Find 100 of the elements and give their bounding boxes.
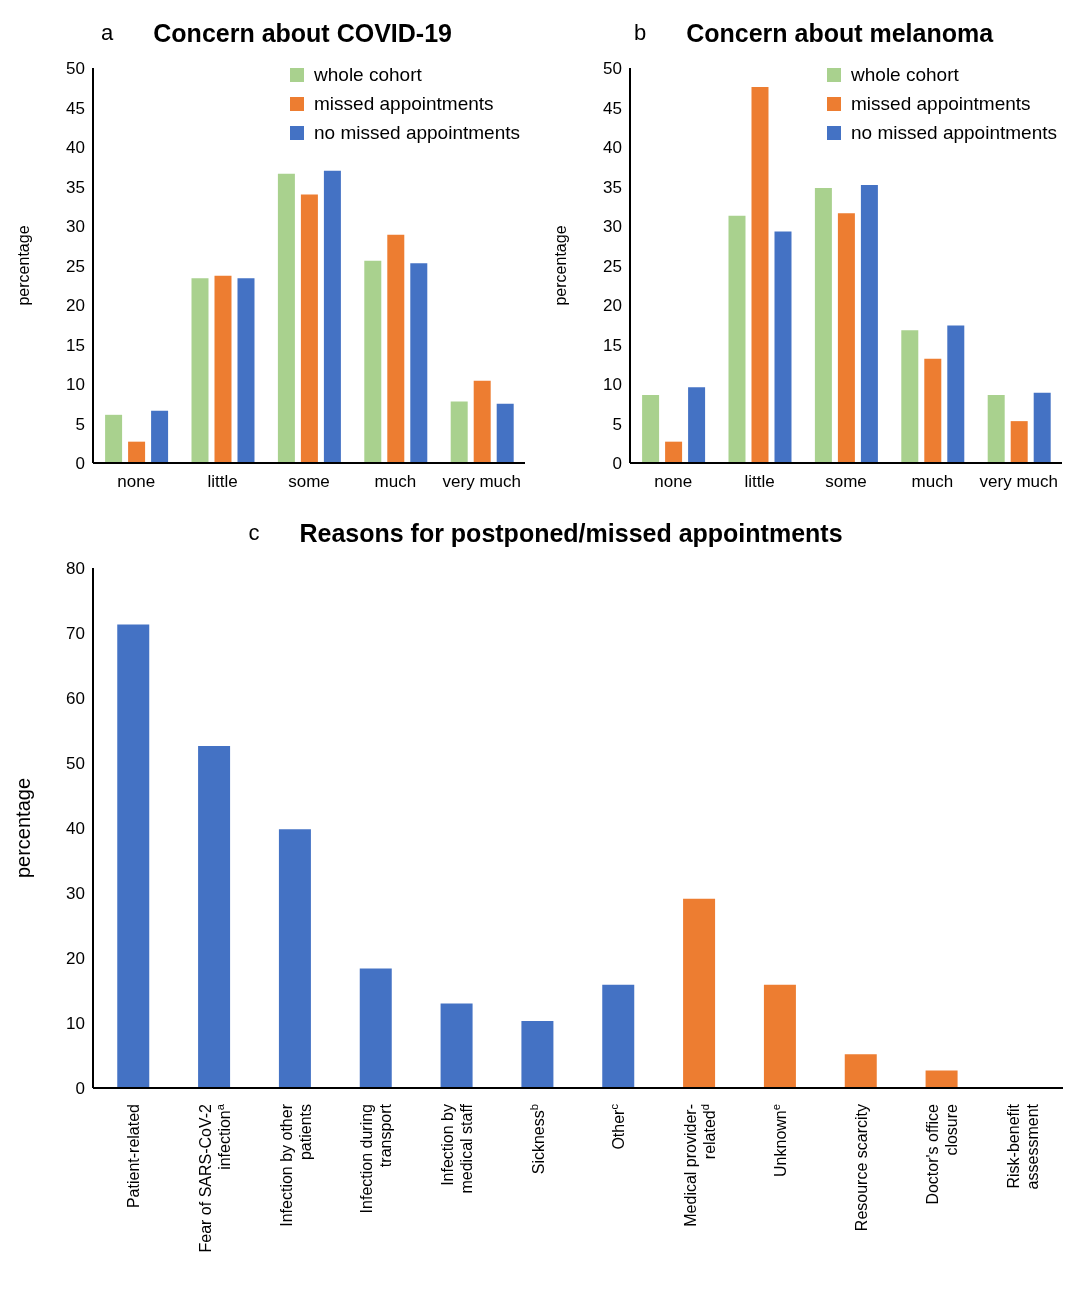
y-tick-label: 25 (66, 256, 85, 276)
chart-title: Reasons for postponed/missed appointments (299, 518, 843, 548)
y-tick-label: 30 (603, 217, 622, 237)
x-tick-label: some (825, 472, 867, 491)
bar (774, 231, 792, 463)
bar (521, 1021, 554, 1088)
bar (214, 275, 232, 463)
x-tick-label: Doctor's office closure (924, 1103, 961, 1205)
bar (987, 395, 1005, 463)
y-tick-label: 35 (603, 177, 622, 197)
bar (751, 86, 769, 463)
x-tick-label: little (207, 472, 238, 491)
y-tick-label: 45 (603, 98, 622, 118)
x-tick-label: Resource scarcity (852, 1104, 870, 1232)
bar (277, 173, 295, 463)
y-tick-label: 25 (603, 256, 622, 276)
bar (450, 401, 468, 463)
bar (105, 414, 123, 463)
bar (496, 403, 514, 463)
y-tick-label: 40 (603, 138, 622, 158)
bar (642, 395, 660, 463)
bar (473, 380, 491, 463)
y-tick-label: 50 (66, 754, 85, 774)
bar (688, 387, 706, 463)
y-tick-label: 80 (66, 559, 85, 579)
text: a (101, 20, 114, 46)
y-tick-label: 10 (66, 1014, 85, 1034)
bar (728, 215, 746, 463)
y-tick-label: 0 (75, 1079, 85, 1099)
bar (364, 260, 382, 463)
bar (387, 234, 405, 463)
bar (683, 898, 716, 1088)
bar (151, 410, 169, 463)
bar (602, 984, 635, 1088)
bar (1010, 421, 1028, 463)
y-tick-label: 20 (66, 296, 85, 316)
bar (359, 968, 392, 1088)
y-tick-label: 40 (66, 138, 85, 158)
y-tick-label: 10 (66, 375, 85, 395)
bar (924, 358, 942, 463)
x-tick-label: much (911, 472, 954, 491)
chart-title: Concern about melanoma (686, 18, 994, 48)
bar (128, 441, 146, 463)
x-tick-label: very much (979, 472, 1059, 491)
bar (323, 170, 341, 463)
x-tick-label: very much (442, 472, 522, 491)
bar (117, 624, 150, 1088)
y-tick-label: 5 (612, 414, 622, 434)
y-tick-label: 20 (66, 949, 85, 969)
bar (300, 194, 318, 463)
bar (844, 1054, 877, 1088)
bar (440, 1003, 473, 1088)
bar (191, 278, 209, 463)
y-tick-label: 5 (75, 414, 85, 434)
y-tick-label: 50 (66, 59, 85, 79)
bar (237, 278, 255, 463)
y-tick-label: 0 (75, 454, 85, 474)
y-tick-label: 45 (66, 98, 85, 118)
y-tick-label: 15 (603, 335, 622, 355)
y-tick-label: 30 (66, 884, 85, 904)
x-tick-label: much (374, 472, 417, 491)
y-tick-label: 30 (66, 217, 85, 237)
y-axis-title: percentage (14, 225, 32, 306)
legend-label: missed appointments (314, 92, 494, 116)
bar (925, 1070, 958, 1088)
x-tick-label: little (744, 472, 775, 491)
y-tick-label: 15 (66, 335, 85, 355)
legend-label: no missed appointments (851, 121, 1057, 145)
text: b (633, 20, 647, 46)
bar (860, 184, 878, 463)
bar (837, 213, 855, 463)
bar (763, 984, 796, 1088)
x-tick-label: Infection by other patients (277, 1103, 314, 1227)
bar (665, 441, 683, 463)
x-tick-label: some (288, 472, 330, 491)
text: c (248, 520, 260, 546)
bar (901, 330, 919, 463)
y-tick-label: 0 (612, 454, 622, 474)
legend-label: missed appointments (851, 92, 1031, 116)
bar (814, 188, 832, 463)
y-tick-label: 50 (603, 59, 622, 79)
legend-label: whole cohort (851, 63, 959, 87)
x-tick-label: Patient-related (125, 1104, 143, 1209)
y-tick-label: 10 (603, 375, 622, 395)
chart-title: Concern about COVID-19 (153, 18, 452, 48)
legend-label: whole cohort (314, 63, 422, 87)
y-tick-label: 40 (66, 819, 85, 839)
bar (198, 746, 231, 1088)
y-tick-label: 60 (66, 689, 85, 709)
bar (278, 829, 311, 1088)
x-tick-label: none (117, 472, 156, 491)
x-tick-label: none (654, 472, 693, 491)
bar (947, 325, 965, 463)
bar (1033, 392, 1051, 463)
y-axis-title: percentage (551, 225, 569, 306)
legend-label: no missed appointments (314, 121, 520, 145)
y-axis-title: percentage (12, 777, 35, 879)
y-tick-label: 35 (66, 177, 85, 197)
bar (410, 263, 428, 463)
y-tick-label: 70 (66, 624, 85, 644)
